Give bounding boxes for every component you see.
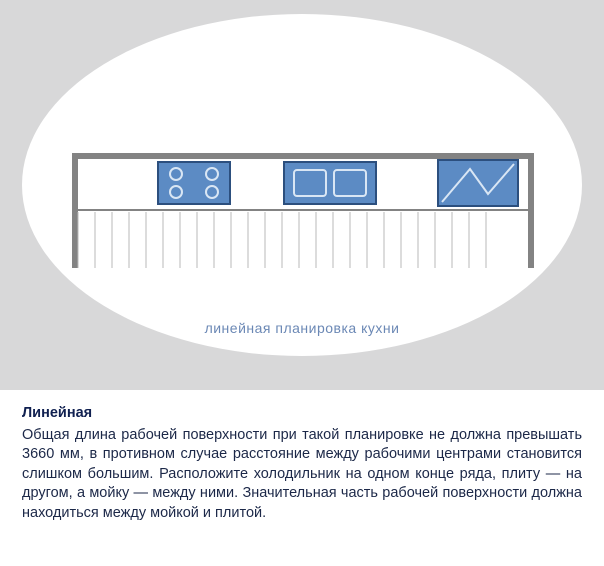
description-panel: Линейная Общая длина рабочей поверхности… bbox=[0, 390, 604, 537]
layout-description: Общая длина рабочей поверхности при тако… bbox=[22, 426, 582, 524]
stove-icon bbox=[158, 162, 230, 204]
layout-title: Линейная bbox=[22, 404, 582, 424]
kitchen-layout-diagram bbox=[72, 150, 534, 270]
diagram-caption: линейная планировка кухни bbox=[0, 320, 604, 336]
sink-icon bbox=[284, 162, 376, 204]
floor-slats bbox=[78, 212, 488, 268]
fridge-icon bbox=[438, 160, 518, 206]
diagram-panel: линейная планировка кухни bbox=[0, 0, 604, 390]
